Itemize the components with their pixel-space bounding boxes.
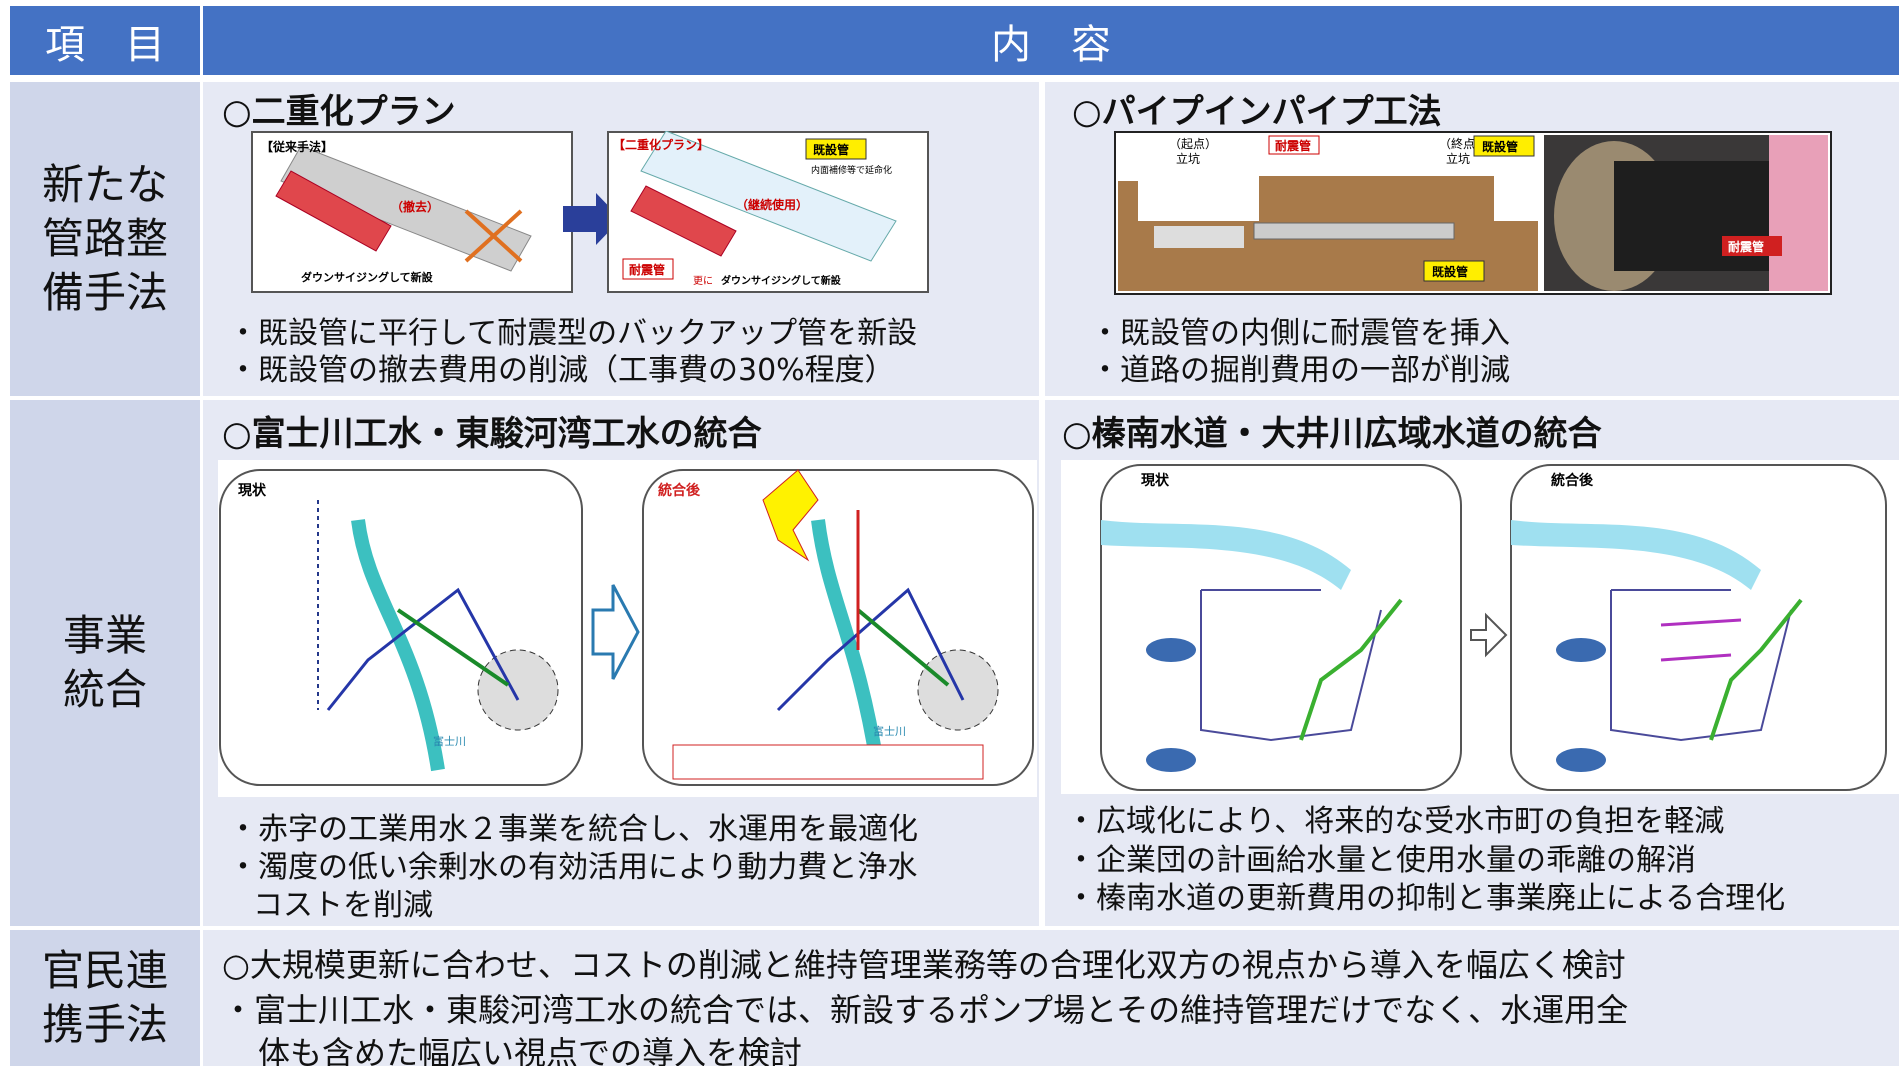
river [351,519,445,772]
fig-label: 耐震管 [1275,138,1311,153]
label-line: 携手法 [41,1000,168,1049]
fig-label: 統合後 [1551,472,1594,489]
tag [1473,135,1535,157]
line [856,608,950,687]
row-label: 官民連 携手法 [10,930,200,1066]
cell [203,930,1899,1066]
fig-label: 内面補修等で延命化 [811,164,892,176]
fig-label: 現状 [1141,472,1170,489]
bullet: ・道路の掘削費用の一部が削減 [1090,353,1510,388]
pipe [640,131,897,262]
label-line: 新たな [41,160,168,209]
fig-label: 【従来手法】 [261,139,333,154]
line [1299,598,1403,741]
section-title: ○パイプインパイプ工法 [1072,92,1442,132]
bullet: ・企業団の計画給水量と使用水量の乖離の解消 [1066,843,1696,878]
header-content: 内 容 [203,6,1899,75]
line [396,608,510,687]
panel [1510,464,1887,791]
photo-person [1769,135,1828,291]
bullet: ・榛南水道の更新費用の抑制と事業廃止による合理化 [1066,881,1786,916]
text-line: 体も含めた幅広い視点での導入を検討 [258,1034,803,1066]
area [477,649,559,731]
site [1146,638,1196,662]
bullet: ・既設管に平行して耐震型のバックアップ管を新設 [228,316,918,351]
label-line: 統合 [62,665,147,714]
arrow [591,584,640,680]
pipe [630,185,737,257]
fig-label: ダウンサイジングして新設 [721,274,842,287]
shaft [1154,226,1244,248]
tag [1268,135,1320,155]
fig-label: （起点） [1169,137,1217,151]
fig-label: （継続使用） [736,197,808,212]
fig-label: 富士川 [433,734,466,748]
line [326,587,520,711]
bullet: ・広域化により、将来的な受水市町の負担を軽減 [1066,804,1725,839]
bullet: ・濁度の低い余剰水の有効活用により動力費と浄水 [228,850,918,885]
fig-label: 統合後 [658,482,701,499]
arrow [1470,612,1508,658]
soil [1118,181,1138,226]
tag [805,138,867,160]
burst [762,469,819,562]
row-label: 事業 統合 [10,400,200,926]
section-title: ○榛南水道・大井川広域水道の統合 [1062,414,1602,454]
pipe [280,145,532,272]
site [1556,748,1606,772]
fig-label: 耐震管 [629,262,665,277]
bullet: ・既設管の内側に耐震管を挿入 [1090,316,1510,351]
pipe [1253,222,1455,240]
fig-label: （撤去） [391,199,439,214]
fig-label: 立坑 [1446,151,1470,166]
label-line: 備手法 [41,268,168,317]
figure-pipe-in-pipe: （起点） 立坑 耐震管 （終点） 立坑 既設管 既設管 耐震管 [1114,131,1832,295]
line [1709,598,1803,741]
label-line: 事業 [62,611,147,660]
fig-label: ダウンサイジングして新設 [301,270,434,284]
fig-label: 耐震管 [1728,239,1764,254]
sea [1101,520,1351,590]
pipe [275,170,392,252]
site [1556,638,1606,662]
tag [1722,236,1782,256]
fig-label: 既設管 [1482,139,1518,154]
fig-label: 既設管 [813,142,849,157]
point-box [672,744,984,780]
cross [464,209,523,263]
tag [622,258,674,280]
river [811,519,885,772]
label-line: 官民連 [41,946,168,995]
tag [1423,260,1485,282]
line [1200,589,1382,742]
line [1660,618,1742,662]
arrow [563,193,621,245]
soil [1259,176,1494,226]
figure-merge-hainan: 現状 統合後 [1061,460,1899,794]
fig-label: 富士川 [873,724,906,738]
fig-label: 既設管 [1432,264,1468,279]
bullet: ・既設管の撤去費用の削減（工事費の30%程度） [228,353,895,388]
text-line: ・富士川工水・東駿河湾工水の統合では、新設するポンプ場とその維持管理だけでなく、… [222,991,1629,1029]
row-label: 新たな 管路整 備手法 [10,82,200,396]
panel [1100,464,1462,791]
figure-double-plan: 【従来手法】 （撤去） ダウンサイジングして新設 【二重化プラン】 既設管 内面… [251,131,929,293]
line [1610,589,1792,742]
line [776,587,965,712]
fig-label: 現状 [238,482,267,499]
bullet-continued: コストを削減 [253,888,433,923]
fig-label: 更に [693,275,713,287]
sea [1511,520,1761,590]
header-item: 項 目 [10,6,200,75]
section-title: ○富士川工水・東駿河湾工水の統合 [222,414,762,454]
label-line: 管路整 [41,214,168,263]
text-line: ○大規模更新に合わせ、コストの削減と維持管理業務等の合理化双方の視点から導入を幅… [222,946,1626,984]
bullet: ・赤字の工業用水２事業を統合し、水運用を最適化 [228,812,918,847]
site [1146,748,1196,772]
fig-label: 立坑 [1176,151,1200,166]
figure-merge-fuji: 現状 富士川 統合後 富士川 [218,460,1037,797]
section-title: ○二重化プラン [222,92,456,132]
fig-label: 【二重化プラン】 [613,137,709,152]
